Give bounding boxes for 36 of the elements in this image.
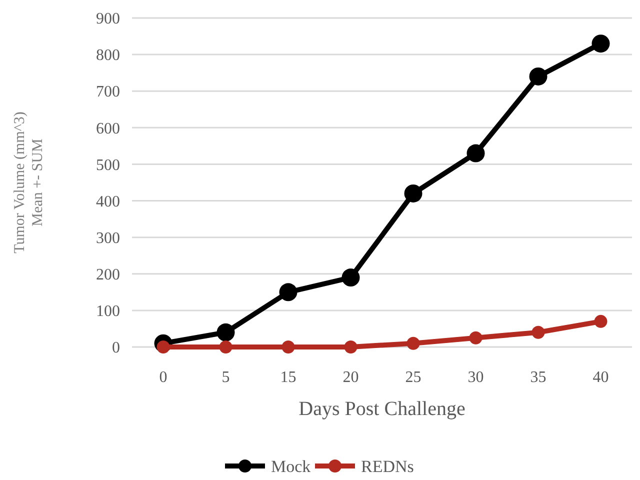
legend-label: Mock <box>271 456 312 476</box>
y-tick-label: 100 <box>96 303 120 320</box>
x-tick-label: 20 <box>342 369 359 386</box>
point <box>469 331 482 344</box>
y-tick-label: 700 <box>96 84 120 101</box>
point <box>594 314 608 328</box>
legend-label: REDNs <box>361 456 414 476</box>
point <box>406 336 420 350</box>
y-tick-label: 200 <box>96 266 120 284</box>
y-tick-label: 800 <box>96 47 120 64</box>
y-tick-label: 900 <box>96 10 120 28</box>
point <box>342 268 360 287</box>
y-tick-label: 0 <box>112 340 120 357</box>
point <box>466 144 485 162</box>
point <box>532 326 545 339</box>
point <box>344 340 358 354</box>
x-tick-label: 35 <box>530 369 546 386</box>
y-axis-title: Tumor Volume (mm^3) Mean +- SUM <box>12 112 46 254</box>
point <box>529 67 548 86</box>
y-tick-label: 500 <box>96 156 120 174</box>
point <box>282 340 295 354</box>
y-tick-label: 600 <box>96 120 120 138</box>
point <box>219 340 232 354</box>
y-tick-label: 400 <box>96 193 120 210</box>
point <box>404 184 422 202</box>
x-tick-label: 40 <box>592 369 609 386</box>
x-tick-label: 15 <box>280 369 296 386</box>
x-axis-title: Days Post Challenge <box>298 398 466 420</box>
x-tick-label: 0 <box>159 369 168 386</box>
point <box>592 34 610 53</box>
point <box>216 323 235 342</box>
point <box>279 283 298 302</box>
x-tick-label: 25 <box>405 369 422 386</box>
x-tick-label: 5 <box>222 369 230 386</box>
y-tick-label: 300 <box>96 230 120 247</box>
x-tick-label: 30 <box>468 369 484 386</box>
